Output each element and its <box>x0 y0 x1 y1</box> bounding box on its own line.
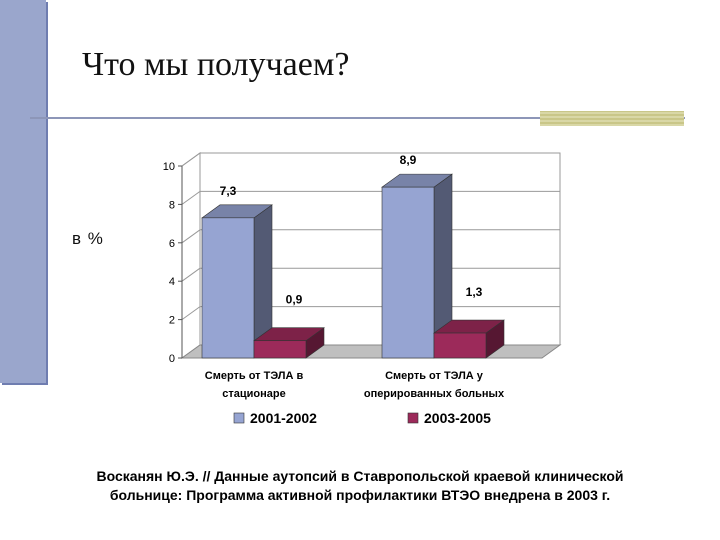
category-label: Смерть от ТЭЛА в <box>205 370 304 382</box>
data-label: 1,3 <box>466 285 483 299</box>
legend-swatch <box>407 412 419 424</box>
category-label: оперированных больных <box>364 388 505 400</box>
bar <box>201 217 255 359</box>
unit-label: в % <box>72 229 104 248</box>
chart-side-wall <box>181 152 201 359</box>
gridline-side <box>181 267 201 282</box>
title-divider <box>30 117 685 119</box>
y-tick-label: 2 <box>169 315 175 327</box>
y-tick-label: 4 <box>169 276 175 288</box>
y-tick-label: 8 <box>169 199 175 211</box>
title-accent-block <box>540 111 684 126</box>
data-label: 7,3 <box>220 184 237 198</box>
gridline-side <box>181 229 201 244</box>
legend-label: 2001-2002 <box>250 410 317 426</box>
bar <box>433 332 487 359</box>
data-label: 8,9 <box>400 153 417 167</box>
gridline-side <box>181 190 201 205</box>
data-label: 0,9 <box>286 293 303 307</box>
legend-label: 2003-2005 <box>424 410 491 426</box>
source-caption: Восканян Ю.Э. // Данные аутопсий в Ставр… <box>40 467 680 505</box>
y-tick-label: 10 <box>163 161 175 173</box>
gridline-side <box>181 306 201 321</box>
y-tick-label: 0 <box>169 353 175 365</box>
caption-line-2: больнице: Программа активной профилактик… <box>109 487 611 503</box>
y-tick-label: 6 <box>169 238 175 250</box>
category-label: Смерть от ТЭЛА у <box>385 370 484 382</box>
gridline-side <box>181 152 201 167</box>
caption-line-1: Восканян Ю.Э. // Данные аутопсий в Ставр… <box>96 468 624 484</box>
bar <box>253 340 307 359</box>
bar <box>381 186 435 359</box>
legend-swatch <box>233 412 245 424</box>
slide-title: Что мы получаем? <box>82 46 350 83</box>
category-label: стационаре <box>222 388 285 400</box>
decorative-side-bar <box>0 0 46 383</box>
bar-chart: 0 2 4 6 8 10 7,3 0,9 Смерть от ТЭЛА в стационаре 8… <box>163 152 562 426</box>
